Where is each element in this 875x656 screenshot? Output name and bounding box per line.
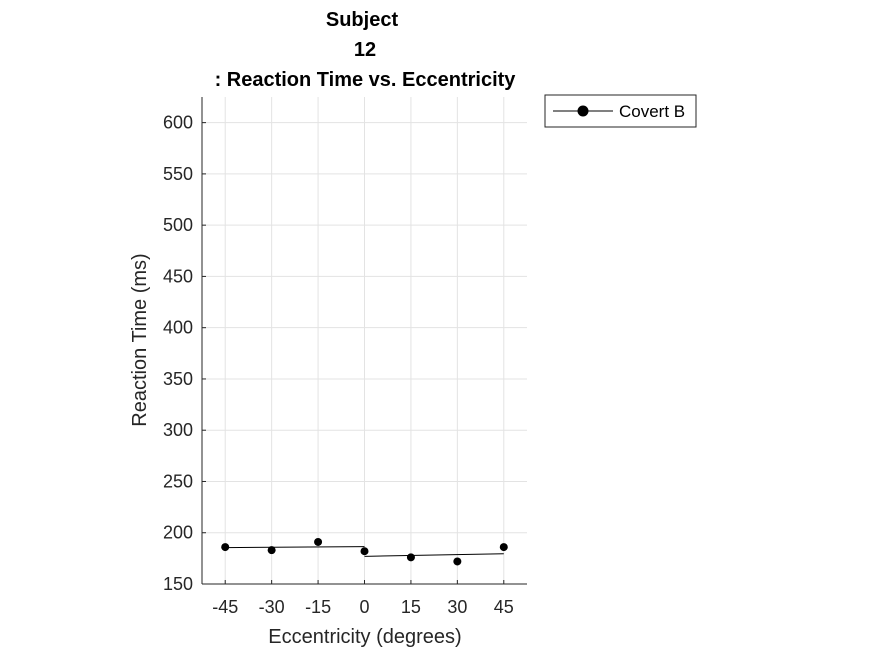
chart-title-line-2: 12	[354, 39, 376, 61]
y-tick-label: 400	[163, 318, 193, 338]
data-point	[499, 543, 508, 552]
y-tick-label: 450	[163, 266, 193, 286]
y-axis-label: Reaction Time (ms)	[129, 253, 151, 426]
data-point	[453, 557, 462, 566]
legend: Covert B	[544, 94, 697, 128]
y-tick-label: 500	[163, 215, 193, 235]
axes	[201, 97, 527, 585]
y-tick-label: 250	[163, 471, 193, 491]
legend-box	[544, 94, 697, 128]
y-tick-label: 200	[163, 523, 193, 543]
x-tick-label: -15	[305, 597, 331, 617]
legend-marker-sample	[577, 105, 589, 117]
fit-line-segment	[225, 546, 365, 549]
data-point	[221, 543, 230, 552]
x-tick-label: -30	[259, 597, 285, 617]
x-tick-label: 45	[494, 597, 514, 617]
x-tick-label: 0	[359, 597, 369, 617]
y-tick-label: 550	[163, 164, 193, 184]
data-point	[314, 537, 323, 546]
legend-entry-covert-b: Covert B	[619, 102, 685, 121]
x-axis-label: Eccentricity (degrees)	[268, 626, 461, 648]
x-tick-labels: -45 -30 -15 0 15 30 45	[212, 597, 514, 617]
fit-lines	[225, 546, 504, 557]
data-points	[221, 537, 508, 566]
y-tick-labels: 150 200 250 300 350 400 450 500 550 600	[163, 113, 193, 594]
chart-title-line-3: : Reaction Time vs. Eccentricity	[215, 69, 517, 91]
y-tick-label: 150	[163, 574, 193, 594]
y-tick-label: 350	[163, 369, 193, 389]
fit-line-segment	[364, 553, 504, 557]
chart-title-line-1: Subject	[326, 9, 399, 31]
data-point	[267, 546, 276, 555]
data-point	[406, 553, 415, 562]
data-point	[360, 547, 369, 556]
x-tick-label: -45	[212, 597, 238, 617]
y-tick-label: 300	[163, 420, 193, 440]
x-tick-label: 30	[447, 597, 467, 617]
x-tick-label: 15	[401, 597, 421, 617]
y-tick-label: 600	[163, 113, 193, 133]
